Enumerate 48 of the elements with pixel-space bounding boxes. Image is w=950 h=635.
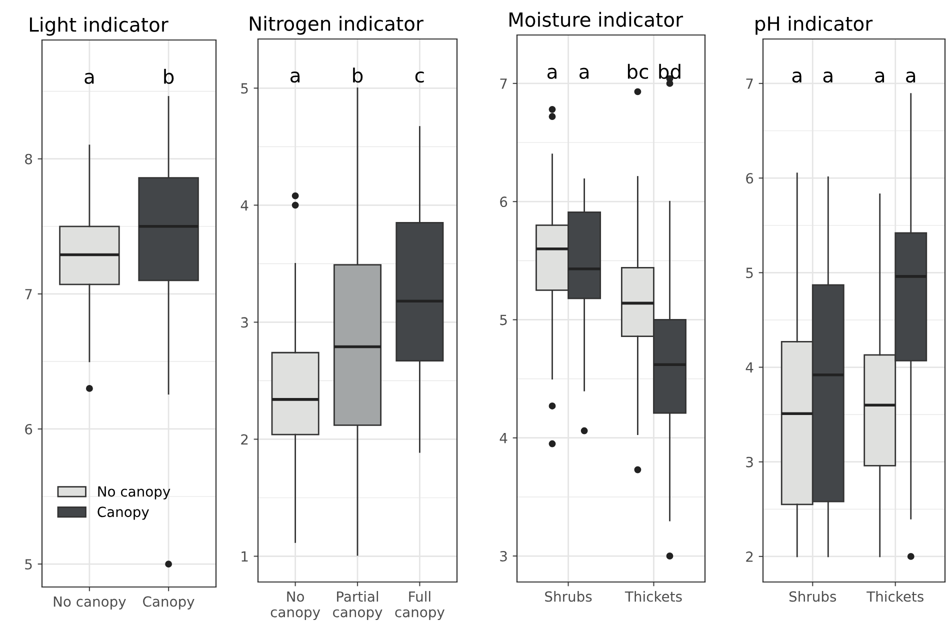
y-tick-label: 6 [500,196,508,208]
annotation: a [875,71,884,83]
y-tick-label: 7 [746,78,753,89]
chart-title: Moisture indicator [510,12,684,27]
legend-label: Canopy [98,506,149,520]
x-tick-label: No canopy [54,596,126,610]
annotation: a [290,71,300,83]
y-tick-label: 3 [241,317,248,328]
annotation: b [353,68,363,83]
annotation: bc [628,64,648,79]
y-tick-label: 3 [500,550,507,562]
y-tick-label: 7 [25,289,32,300]
y-tick-label: 4 [746,362,754,373]
annotation: a [906,71,916,83]
y-tick-label: 4 [500,433,508,444]
y-tick-label: 5 [25,559,32,570]
annotation: a [823,71,832,83]
y-tick-label: 5 [241,83,248,94]
y-tick-label: 6 [746,173,754,184]
x-tick-label: Shrubs [545,591,592,602]
y-tick-label: 5 [746,268,753,278]
y-tick-label: 3 [746,456,753,468]
y-tick-label: 5 [500,314,507,326]
x-tick-label: Partial canopy [333,591,382,620]
annotation: bd [659,64,680,79]
y-tick-label: 2 [241,434,248,445]
chart-title: Light indicator [30,16,168,36]
y-tick-label: 8 [25,154,32,164]
chart-title: pH indicator [756,16,873,35]
annotation: a [547,68,556,79]
legend-label: No canopy [98,486,170,500]
annotation: a [792,71,802,83]
y-tick-label: 1 [242,551,248,562]
x-tick-label: Thickets [866,591,924,602]
annotation: a [580,68,588,79]
y-tick-label: 2 [746,551,753,562]
y-tick-label: 4 [240,200,248,210]
y-tick-label: 6 [25,424,32,434]
x-tick-label: Thickets [624,591,682,602]
x-tick-label: Shrubs [789,591,836,602]
x-tick-label: Full canopy [395,591,445,620]
x-tick-label: Canopy [143,596,194,610]
chart-title: Nitrogen indicator [250,16,424,35]
annotation: c [415,71,424,83]
annotation: b [164,68,174,84]
x-tick-label: No canopy [270,591,320,620]
y-tick-label: 7 [500,78,507,89]
annotation: a [84,72,94,84]
